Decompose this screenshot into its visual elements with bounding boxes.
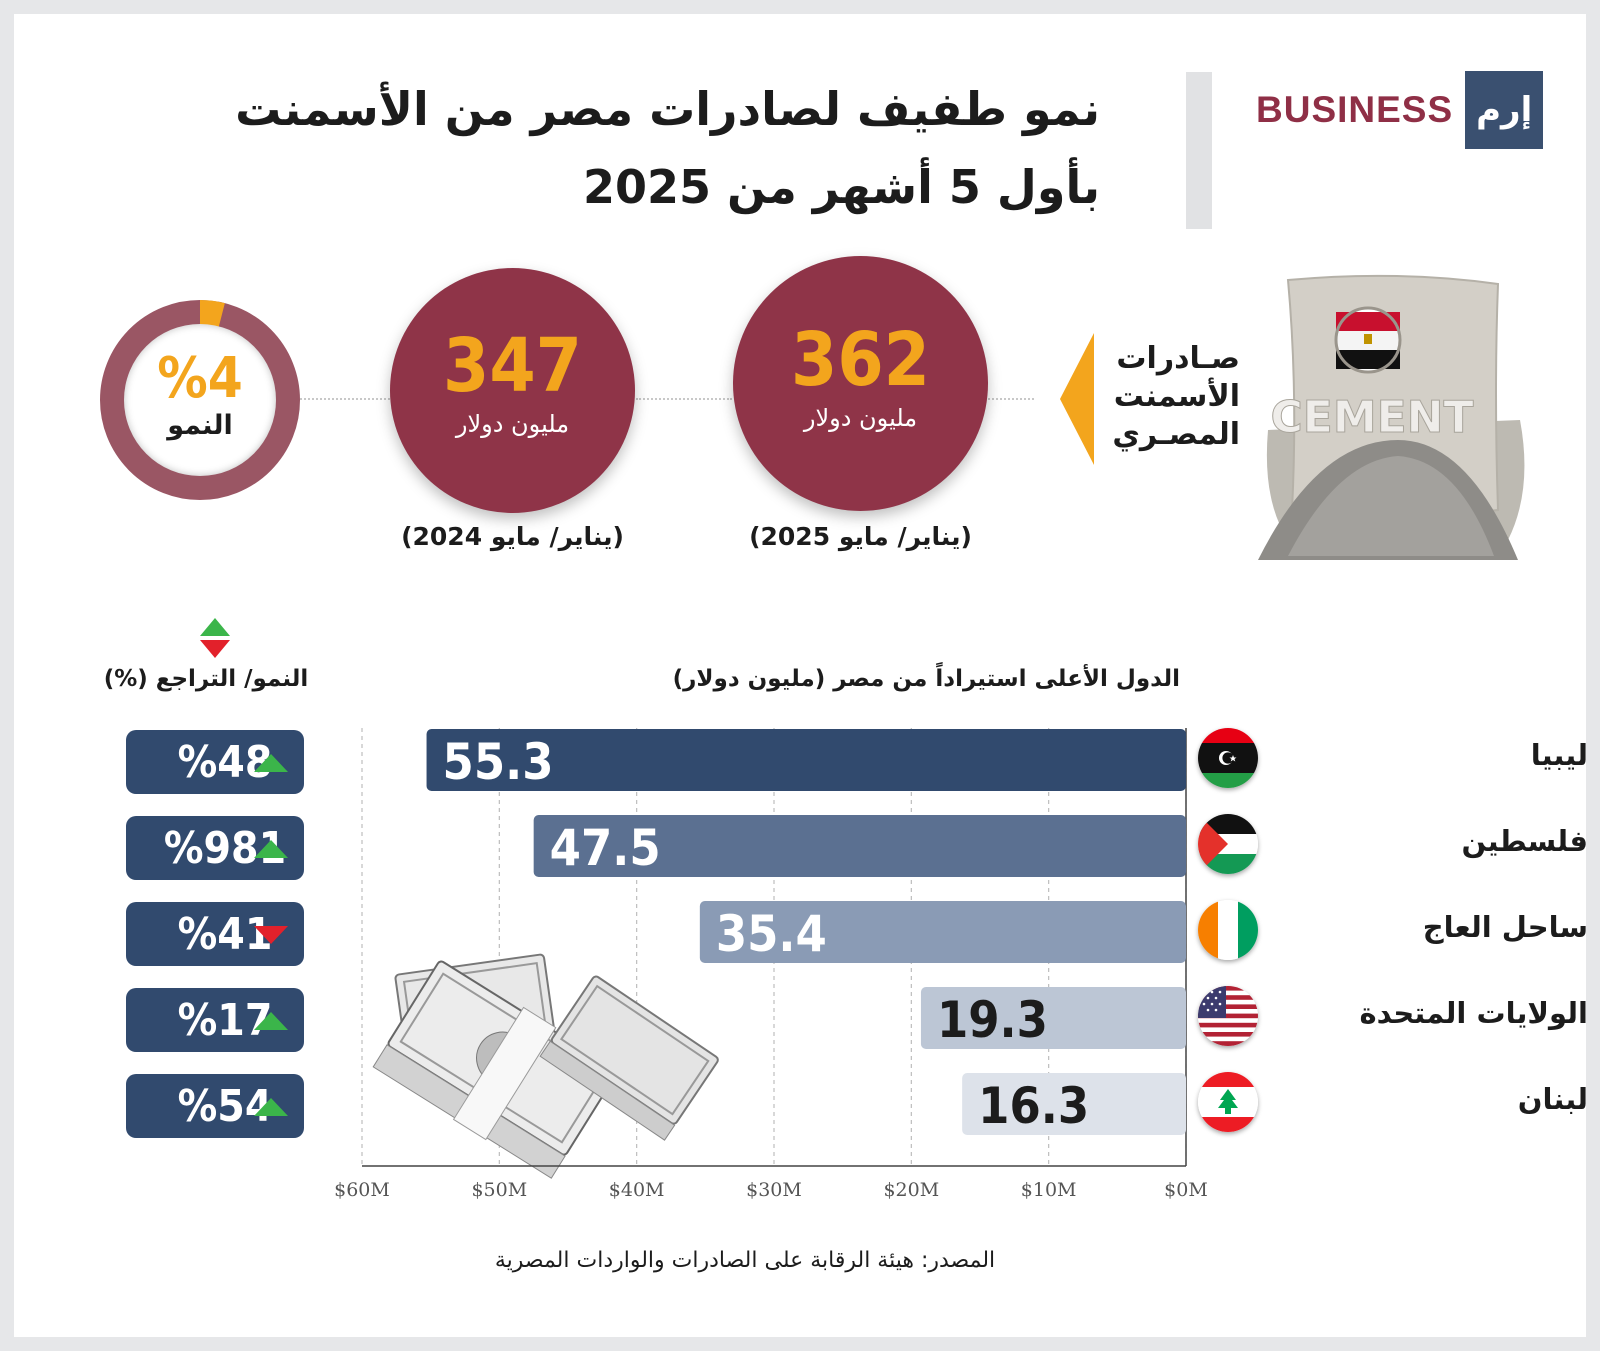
bar-value-label: 55.3 xyxy=(443,733,554,791)
bar xyxy=(426,729,1187,791)
growth-badge: %981 xyxy=(126,816,304,880)
x-tick-label: $40M xyxy=(609,1179,665,1201)
up-down-icon xyxy=(200,618,230,658)
growth-badge: %17 xyxy=(126,988,304,1052)
country-label: فلسطين xyxy=(1461,824,1588,858)
flag-usa-icon xyxy=(1198,986,1258,1046)
bar-value-label: 16.3 xyxy=(978,1077,1089,1135)
country-label: ليبيا xyxy=(1530,738,1588,772)
exports-label-line: الأسمنت xyxy=(1113,379,1240,414)
growth-label: النمو xyxy=(167,410,233,441)
bar xyxy=(699,901,1186,963)
title-divider xyxy=(1186,72,1212,229)
connector-line xyxy=(636,398,732,400)
source-note: المصدر: هيئة الرقابة على الصادرات والوار… xyxy=(494,1248,996,1273)
bar xyxy=(533,815,1186,877)
connector-line xyxy=(300,398,390,400)
kpi-2024-value: 347 xyxy=(443,323,582,409)
growth-ring xyxy=(100,300,300,500)
x-tick-label: $10M xyxy=(1021,1179,1077,1201)
bar-value-label: 35.4 xyxy=(716,905,827,963)
brand-logo: BUSINESS إرم xyxy=(1256,70,1544,150)
arrow-up-icon xyxy=(254,1012,288,1030)
kpi-2024-unit: مليون دولار xyxy=(455,410,570,438)
kpi-2025-period: (يناير/ مايو 2025) xyxy=(749,522,972,551)
kpi-2025-value: 362 xyxy=(791,317,930,403)
bar xyxy=(962,1073,1186,1135)
kpi-2024-period: (يناير/ مايو 2024) xyxy=(401,522,624,551)
x-tick-label: $50M xyxy=(471,1179,527,1201)
exports-label: صـادرات الأسمنت المصـري xyxy=(1100,340,1240,454)
country-label: لبنان xyxy=(1517,1082,1588,1116)
kpi-2024-circle: 347 مليون دولار xyxy=(390,268,635,513)
money-stack-image xyxy=(372,953,719,1179)
x-tick-label: $0M xyxy=(1164,1179,1208,1201)
brand-text: BUSINESS xyxy=(1256,89,1454,130)
exports-label-line: صـادرات xyxy=(1116,341,1240,376)
flag-lebanon-icon xyxy=(1198,1072,1258,1132)
bar xyxy=(920,987,1186,1049)
growth-badge: %54 xyxy=(126,1074,304,1138)
growth-column-title: النمو/ التراجع (%) xyxy=(103,666,309,692)
svg-text:CEMENT: CEMENT xyxy=(1270,392,1473,443)
page-title: نمو طفيف لصادرات مصر من الأسمنت بأول 5 أ… xyxy=(140,70,1100,226)
arrow-down-icon xyxy=(254,926,288,944)
kpi-2025-unit: مليون دولار xyxy=(803,404,918,432)
title-line-1: نمو طفيف لصادرات مصر من الأسمنت xyxy=(235,82,1100,136)
flag-ivory-coast-icon xyxy=(1198,900,1258,960)
brand-logo-box: إرم xyxy=(1465,71,1544,149)
x-tick-label: $30M xyxy=(746,1179,802,1201)
x-tick-label: $60M xyxy=(334,1179,390,1201)
pointer-arrow-icon xyxy=(1060,333,1094,465)
flag-libya-icon xyxy=(1198,728,1258,788)
growth-badge-value: %17 xyxy=(177,994,273,1046)
growth-badge-value: %48 xyxy=(177,736,273,788)
title-line-2: بأول 5 أشهر من 2025 xyxy=(582,160,1100,214)
bar-value-label: 19.3 xyxy=(937,991,1048,1049)
flag-palestine-icon xyxy=(1198,814,1258,874)
country-label: الولايات المتحدة xyxy=(1359,996,1588,1030)
chart-title: الدول الأعلى استيراداً من مصر (مليون دول… xyxy=(672,666,1180,692)
growth-badge: %41 xyxy=(126,902,304,966)
growth-badge-value: %54 xyxy=(177,1080,273,1132)
arrow-up-icon xyxy=(254,840,288,858)
growth-badge: %48 xyxy=(126,730,304,794)
growth-value: %4 xyxy=(157,346,243,411)
kpi-2025-circle: 362 مليون دولار xyxy=(733,256,988,511)
exports-label-line: المصـري xyxy=(1112,417,1240,452)
growth-ring-arc xyxy=(100,300,300,500)
country-label: ساحل العاج xyxy=(1422,910,1588,944)
cement-bag-image: CEMENT xyxy=(1258,274,1525,560)
arrow-up-icon xyxy=(254,754,288,772)
bar-value-label: 47.5 xyxy=(550,819,661,877)
connector-line xyxy=(988,398,1034,400)
x-tick-label: $20M xyxy=(883,1179,939,1201)
growth-ring-center: %4 النمو xyxy=(124,324,276,476)
growth-badge-value: %41 xyxy=(177,908,273,960)
arrow-up-icon xyxy=(254,1098,288,1116)
